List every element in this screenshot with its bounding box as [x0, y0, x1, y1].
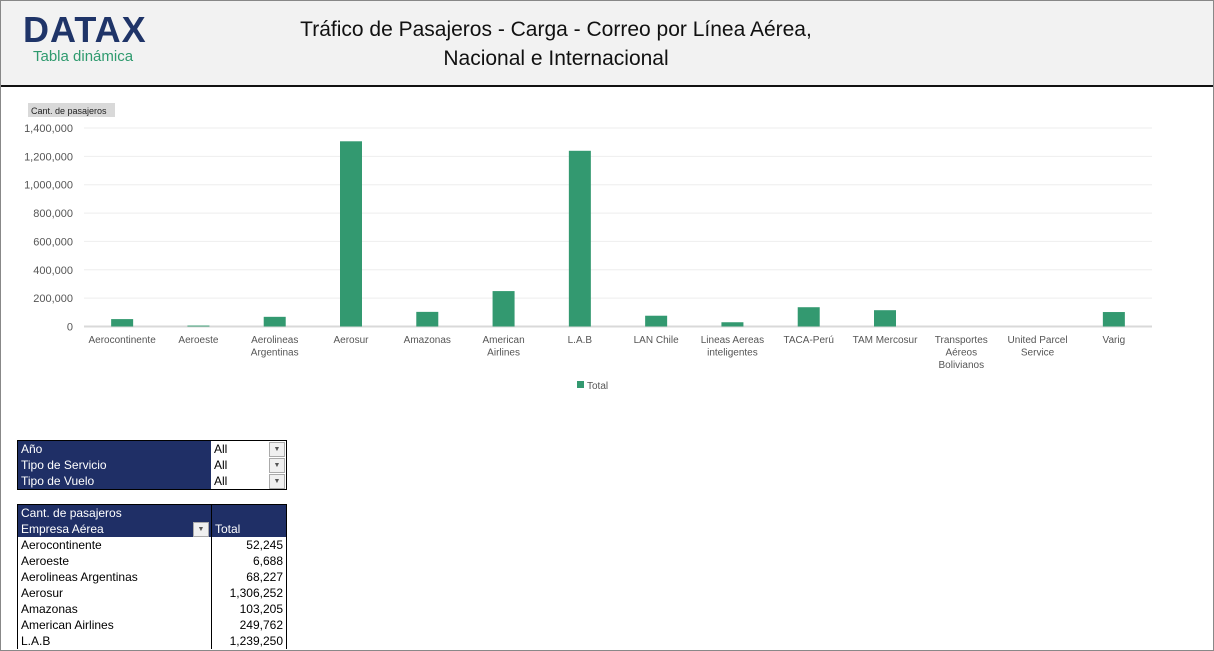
measure-label: Cant. de pasajeros: [18, 505, 212, 521]
x-tick-label: Transportes Aéreos Bolivianos: [935, 335, 988, 371]
x-tick-label: LAN Chile: [634, 335, 679, 346]
title-line-2: Nacional e Internacional: [443, 47, 669, 70]
dropdown-arrow-icon[interactable]: ▼: [269, 442, 285, 457]
bar[interactable]: [263, 316, 286, 327]
filter-value-text: All: [214, 458, 228, 472]
bar[interactable]: [1102, 312, 1125, 327]
report-filters: Año All ▼ Tipo de Servicio All ▼ Tipo de Vue…: [17, 440, 287, 490]
filter-value[interactable]: All ▼: [211, 473, 286, 489]
table-row: Aerolineas Argentinas 68,227: [18, 569, 286, 585]
page-title: Tráfico de Pasajeros - Carga - Correo po…: [231, 15, 881, 73]
x-tick-label: Aerocontinente: [89, 335, 157, 346]
airline-total: 52,245: [246, 538, 283, 552]
x-tick-label: Amazonas: [404, 335, 451, 346]
airline-name: Aeroeste: [18, 553, 212, 569]
filter-label: Tipo de Vuelo: [18, 473, 211, 489]
airline-total: 6,688: [252, 554, 283, 568]
airline-name: Amazonas: [18, 601, 212, 617]
y-tick-label: 1,200,000: [24, 151, 73, 163]
airline-name: Aerocontinente: [18, 537, 212, 553]
airline-total: 1,306,252: [229, 586, 283, 600]
bar[interactable]: [721, 322, 744, 327]
x-tick-label: United Parcel Service: [1008, 335, 1068, 359]
pivot-table: Cant. de pasajeros Empresa Aérea ▼ Total A…: [17, 504, 287, 649]
datax-logo: DATAX: [23, 9, 147, 50]
table-row: L.A.B 1,239,250: [18, 633, 286, 649]
x-tick-label: TAM Mercosur: [853, 335, 918, 346]
airline-total: 1,239,250: [229, 634, 283, 648]
bar[interactable]: [187, 325, 210, 327]
bar[interactable]: [874, 310, 896, 327]
row-header: Empresa Aérea ▼: [18, 521, 212, 537]
bar[interactable]: [492, 291, 515, 327]
y-tick-label: 400,000: [33, 265, 73, 277]
y-tick-label: 1,400,000: [24, 123, 73, 135]
y-tick-label: 800,000: [33, 208, 73, 220]
x-tick-label: Lineas Aereas inteligentes: [701, 335, 764, 359]
airline-name: Aerolineas Argentinas: [18, 569, 212, 585]
x-tick-label: Aerosur: [333, 335, 369, 346]
filter-value[interactable]: All ▼: [211, 457, 286, 473]
y-tick-label: 600,000: [33, 236, 73, 248]
y-tick-label: 0: [67, 322, 73, 334]
filter-value-text: All: [214, 442, 228, 456]
pivot-header-row: Empresa Aérea ▼ Total: [18, 521, 286, 537]
bar[interactable]: [645, 315, 668, 327]
filter-row-tipo-servicio: Tipo de Servicio All ▼: [18, 457, 286, 473]
table-row: Amazonas 103,205: [18, 601, 286, 617]
filter-label: Año: [18, 441, 211, 457]
col-header: Total: [215, 522, 241, 536]
field-button-label: Cant. de pasajeros: [31, 106, 107, 116]
bar[interactable]: [797, 307, 820, 327]
airline-name: American Airlines: [18, 617, 212, 633]
filter-row-ano: Año All ▼: [18, 441, 286, 457]
x-tick-label: Aeroeste: [178, 335, 218, 346]
pivot-header-row: Cant. de pasajeros: [18, 505, 286, 521]
filter-row-tipo-vuelo: Tipo de Vuelo All ▼: [18, 473, 286, 489]
dropdown-arrow-icon[interactable]: ▼: [193, 522, 209, 537]
filter-label: Tipo de Servicio: [18, 457, 211, 473]
airline-name: L.A.B: [18, 633, 212, 649]
table-row: Aerocontinente 52,245: [18, 537, 286, 553]
bar[interactable]: [568, 150, 591, 327]
table-row: American Airlines 249,762: [18, 617, 286, 633]
x-tick-label: TACA-Perú: [784, 335, 834, 346]
bar[interactable]: [111, 319, 134, 327]
y-tick-label: 200,000: [33, 293, 73, 305]
x-tick-label: L.A.B: [568, 335, 593, 346]
airline-total: 103,205: [239, 602, 283, 616]
x-tick-label: American Airlines: [482, 335, 524, 359]
x-tick-label: Varig: [1103, 335, 1126, 346]
bar-chart: Cant. de pasajeros 0 200,000 400,000 600,000…: [24, 103, 1152, 392]
airline-total: 249,762: [239, 618, 283, 632]
legend-label: Total: [587, 381, 608, 392]
dropdown-arrow-icon[interactable]: ▼: [269, 458, 285, 473]
table-row: Aerosur 1,306,252: [18, 585, 286, 601]
dropdown-arrow-icon[interactable]: ▼: [269, 474, 285, 489]
airline-total: 68,227: [246, 570, 283, 584]
title-line-1: Tráfico de Pasajeros - Carga - Correo po…: [300, 18, 812, 41]
row-header-label: Empresa Aérea: [21, 522, 104, 536]
logo-subtitle: Tabla dinámica: [33, 48, 134, 65]
bar[interactable]: [416, 311, 439, 327]
filter-value-text: All: [214, 474, 228, 488]
legend-swatch: [577, 381, 584, 388]
bar[interactable]: [340, 141, 362, 327]
y-tick-label: 1,000,000: [24, 180, 73, 192]
filter-value[interactable]: All ▼: [211, 441, 286, 457]
table-row: Aeroeste 6,688: [18, 553, 286, 569]
airline-name: Aerosur: [18, 585, 212, 601]
header: DATAX Tabla dinámica Tráfico de Pasajero…: [1, 1, 1213, 87]
x-tick-label: Aerolineas Argentinas: [251, 335, 299, 359]
field-button[interactable]: [28, 103, 115, 117]
